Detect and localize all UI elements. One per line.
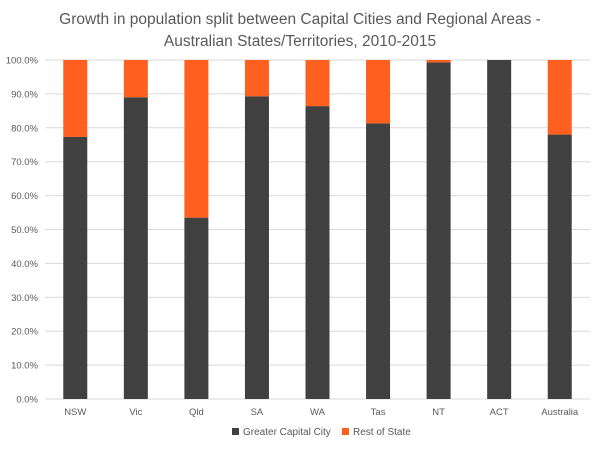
bar-capital-city-sa [244,96,269,399]
bars [63,60,572,400]
bar-capital-city-australia [547,134,572,399]
x-tick-label: Vic [129,407,142,418]
bar-rest-of-state-wa [305,60,330,107]
y-tick-label: 30.0% [11,293,38,304]
y-tick-label: 80.0% [11,123,38,134]
y-tick-label: 10.0% [11,361,38,372]
bar-capital-city-qld [184,217,209,399]
bar-capital-city-wa [305,106,330,399]
x-axis: NSW Vic Qld SA WA Tas NT ACT Australia [64,407,579,418]
chart-title-line-2: Australian States/Territories, 2010-2015 [164,33,436,50]
bar-rest-of-state-sa [244,60,269,97]
y-tick-label: 70.0% [11,157,38,168]
x-tick-label: Qld [189,407,204,418]
y-tick-label: 20.0% [11,327,38,338]
legend: Greater Capital City Rest of State [232,427,411,438]
bar-capital-city-vic [123,97,148,399]
y-tick-label: 100.0% [6,56,39,67]
bar-rest-of-state-qld [184,60,209,218]
x-tick-label: Tas [371,407,386,418]
y-tick-label: 0.0% [16,395,38,406]
bar-capital-city-tas [366,123,391,399]
x-tick-label: ACT [490,407,509,418]
bar-rest-of-state-nsw [63,60,88,137]
legend-swatch-capital-city [232,428,239,435]
bar-rest-of-state-australia [547,60,572,135]
x-tick-label: Australia [541,407,579,418]
y-tick-label: 40.0% [11,259,38,270]
x-tick-label: NT [432,407,445,418]
y-tick-label: 60.0% [11,191,38,202]
bar-capital-city-nsw [63,136,88,399]
bar-capital-city-act [487,60,512,399]
y-tick-label: 90.0% [11,89,38,100]
y-axis: 0.0% 10.0% 20.0% 30.0% 40.0% 50.0% 60.0% 70.0% 8… [6,56,39,406]
y-tick-label: 50.0% [11,225,38,236]
legend-swatch-rest-of-state [342,428,349,435]
bar-rest-of-state-vic [123,60,148,98]
bar-capital-city-nt [426,62,451,400]
legend-label-capital-city: Greater Capital City [243,427,331,438]
chart-title-line-1: Growth in population split between Capit… [59,11,541,28]
x-tick-label: WA [310,407,326,418]
x-tick-label: NSW [64,407,86,418]
x-tick-label: SA [251,407,264,418]
legend-label-rest-of-state: Rest of State [353,427,411,438]
bar-rest-of-state-nt [426,60,451,63]
bar-rest-of-state-tas [366,60,391,124]
